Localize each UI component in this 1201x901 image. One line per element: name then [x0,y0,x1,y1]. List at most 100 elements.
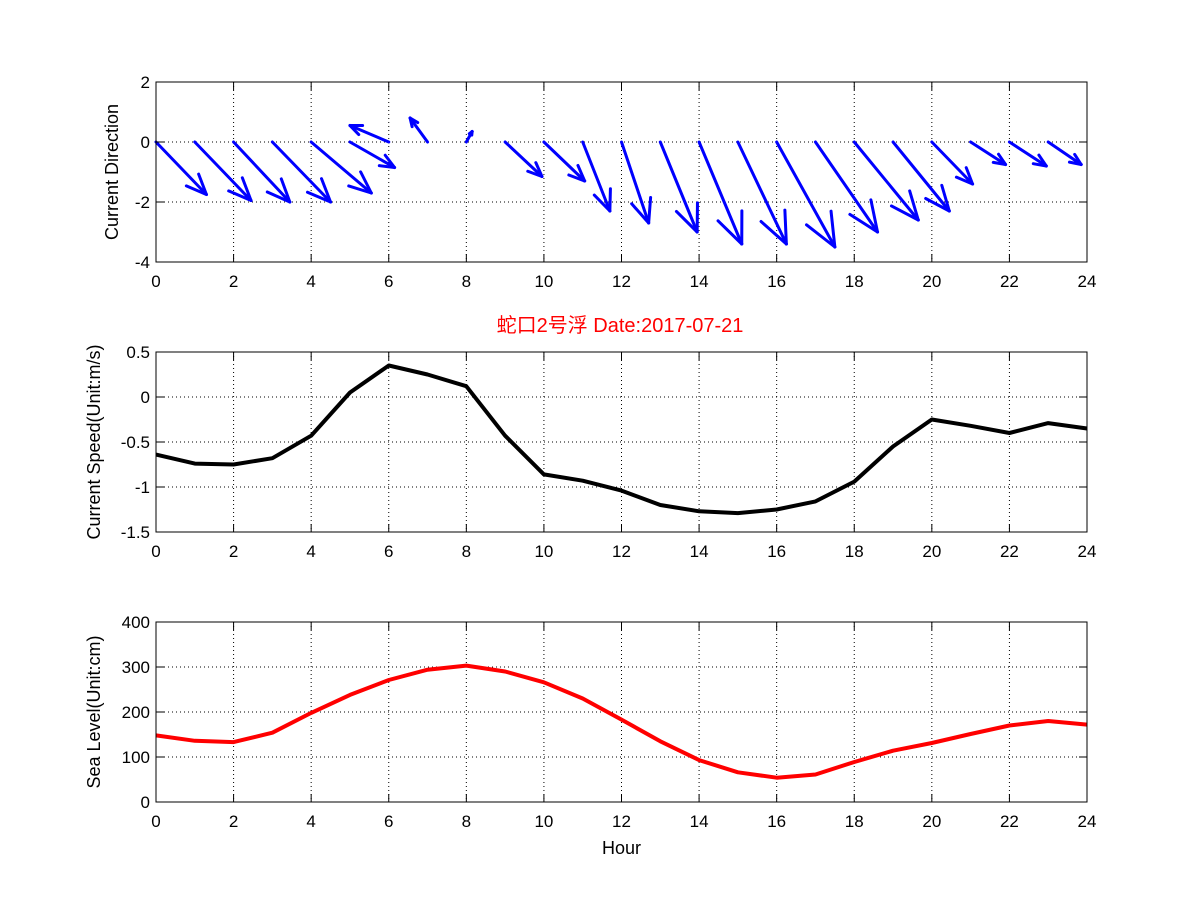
arrow-head [889,204,920,222]
plot-area [156,82,1087,262]
arrow-head [227,189,253,202]
y-tick-label: 0 [141,388,150,407]
arrow-head [265,190,292,204]
quiver-arrow [658,140,699,234]
x-tick-label: 10 [534,542,553,561]
arrow-head [869,198,880,234]
y-tick-label: 2 [141,73,150,92]
arrow-shaft [1007,140,1048,168]
quiver-arrow [408,116,430,144]
x-tick-label: 0 [151,272,160,291]
quiver-arrow [736,140,788,246]
x-tick-label: 22 [1000,272,1019,291]
x-tick-label: 14 [690,812,709,831]
arrow-head [924,197,951,213]
quiver-arrow [891,140,951,213]
x-tick-label: 10 [534,812,553,831]
x-tick-label: 8 [462,812,471,831]
x-tick-label: 18 [845,812,864,831]
arrow-shaft [813,140,880,234]
arrow-head [954,175,975,186]
figure-title: 蛇口2号浮 Date:2017-07-21 [497,314,744,337]
quiver-arrow [697,140,744,246]
x-tick-label: 16 [767,272,786,291]
arrow-shaft [348,124,391,144]
x-tick-label: 4 [306,272,315,291]
x-tick-label: 2 [229,542,238,561]
arrow-shaft [736,140,788,246]
x-tick-label: 12 [612,812,631,831]
quiver-arrow [581,140,612,213]
arrow-shaft [891,140,951,213]
quiver-arrow [1046,140,1083,166]
arrow-head [534,161,544,178]
y-tick-label: -2 [135,193,150,212]
quiver-arrow [775,140,837,249]
arrow-head [408,116,420,125]
arrow-head [940,183,951,213]
x-tick-label: 10 [534,272,553,291]
arrow-shaft [348,140,397,169]
x-tick-label: 18 [845,272,864,291]
x-tick-label: 14 [690,542,709,561]
ticks: 0 2 4 6 8 10 12 14 16 18 20 22 24-1.5-1-0.500.5 [121,343,1097,561]
arrow-head [630,202,651,225]
arrow-head [197,172,208,196]
quiver-arrow [542,140,587,183]
x-tick-label: 18 [845,542,864,561]
arrow-head [279,177,292,204]
quiver-arrow [193,140,253,202]
y-tick-label: 0 [141,133,150,152]
x-tick-label: 6 [384,812,393,831]
arrow-shaft [852,140,920,222]
quiver-arrow [232,140,292,204]
arrow-head [592,193,612,213]
quiver-arrow [1007,140,1048,168]
arrow-shaft [309,140,373,195]
x-tick-label: 22 [1000,542,1019,561]
arrow-head [647,195,653,225]
arrow-shaft [232,140,292,204]
quiver-arrow [852,140,920,222]
y-axis-label: Current Speed(Unit:m/s) [84,344,104,539]
y-tick-label: 400 [122,613,150,632]
arrow-shaft [581,140,612,213]
x-tick-label: 16 [767,542,786,561]
x-tick-label: 16 [767,812,786,831]
arrow-head [848,212,880,234]
current-speed-line [155,363,1088,516]
arrow-head [783,208,788,246]
x-tick-label: 20 [922,542,941,561]
arrow-head [1037,153,1048,168]
quiver-arrow [348,124,391,144]
quiver-arrow [348,140,397,169]
arrow-head [348,124,361,137]
y-tick-label: -4 [135,253,150,272]
x-tick-label: 8 [462,542,471,561]
arrow-shaft [154,140,208,196]
arrow-head [576,163,587,183]
y-tick-label: 200 [122,703,150,722]
arrow-shaft [1046,140,1083,166]
quiver-arrow [969,140,1008,166]
arrow-shaft [969,140,1008,166]
quiver-arrow [154,140,208,196]
quiver-arrow [309,140,373,195]
quiver-arrow [464,130,474,144]
plot-marks [155,363,1088,516]
arrow-head [716,219,744,246]
y-tick-label: 0 [141,793,150,812]
x-tick-label: 12 [612,542,631,561]
x-tick-label: 0 [151,542,160,561]
y-tick-label: 100 [122,748,150,767]
arrow-head [377,164,397,169]
quiver-arrow [270,140,333,204]
x-tick-label: 24 [1078,542,1097,561]
quiver-arrow [503,140,544,178]
y-axis-label: Current Direction [102,104,122,240]
arrow-head [829,209,837,249]
arrow-shaft [542,140,587,183]
arrow-shaft [193,140,253,202]
